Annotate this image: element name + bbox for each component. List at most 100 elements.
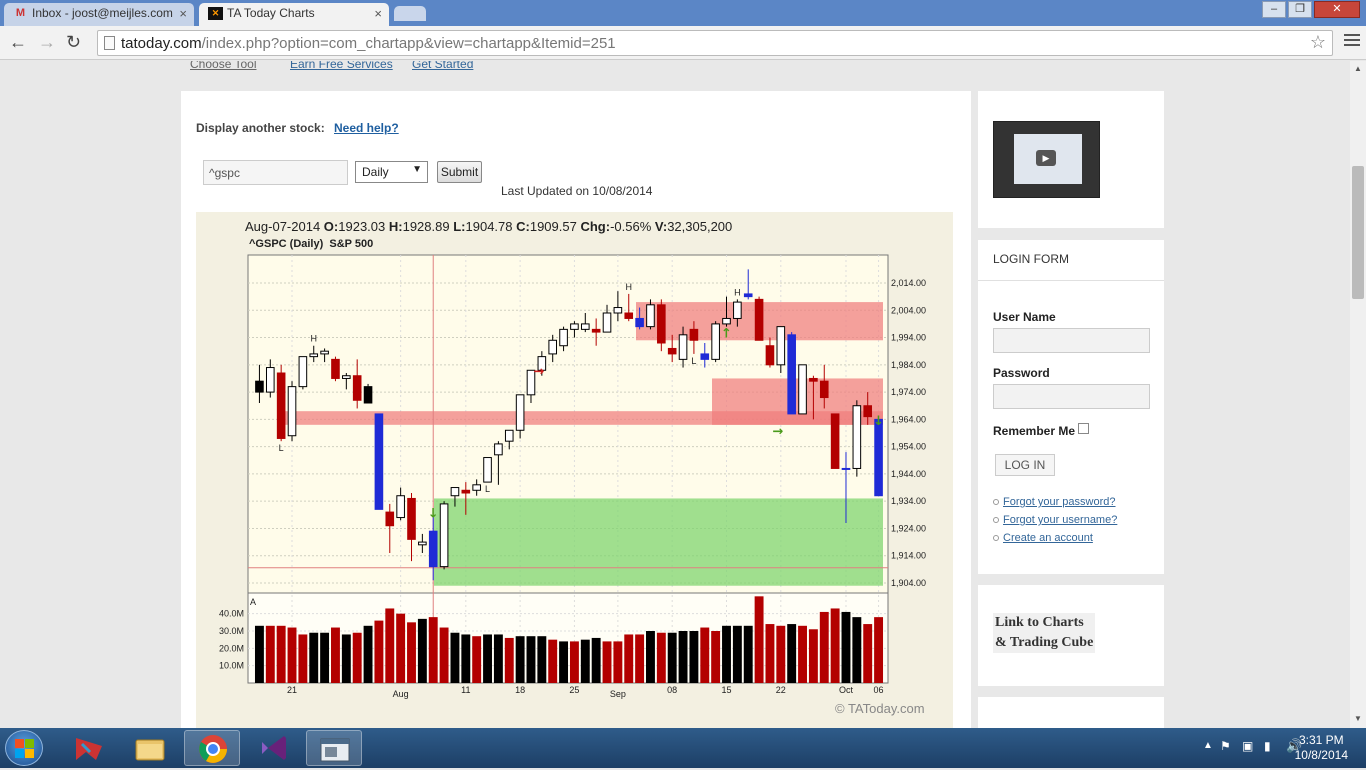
username-field[interactable] [993, 328, 1150, 353]
visual-studio-icon[interactable] [246, 730, 302, 766]
volume-bar [439, 627, 449, 683]
volume-bar [472, 636, 482, 683]
x-tick-label: 08 [667, 685, 677, 695]
app-window-icon[interactable] [306, 730, 362, 766]
high-low-marker: H [625, 282, 632, 292]
volume-bar [852, 617, 862, 683]
create-account-link[interactable]: Create an account [993, 532, 1093, 544]
forgot-username-link[interactable]: Forgot your username? [993, 514, 1117, 526]
volume-bar [580, 639, 590, 683]
green-zone [434, 498, 883, 586]
maximize-button[interactable]: ❐ [1288, 1, 1312, 18]
candle-body [320, 350, 329, 355]
x-tick-label: 25 [569, 685, 579, 695]
volume-bar [830, 608, 840, 683]
high-low-marker: L [485, 484, 490, 494]
page-viewport: Choose Tool Earn Free Services Get Start… [0, 61, 1350, 728]
candle-body [722, 317, 731, 325]
minimize-button[interactable]: – [1262, 1, 1286, 18]
candle-body [830, 413, 840, 469]
candle-body [537, 356, 547, 371]
back-arrow-icon[interactable]: ← [9, 32, 27, 52]
taskbar-app-icon[interactable] [62, 730, 118, 766]
period-value: Daily [362, 165, 389, 179]
volume-bar [341, 634, 351, 683]
candle-body [526, 369, 536, 396]
volume-bar [493, 634, 503, 683]
volume-icon[interactable]: 🔊 [1286, 738, 1303, 753]
volume-bar [287, 627, 297, 683]
address-bar[interactable]: tatoday.com/index.php?option=com_chartap… [97, 30, 1333, 56]
nav-get-started[interactable]: Get Started [412, 61, 474, 71]
device-icon[interactable]: ▣ [1242, 739, 1254, 753]
scroll-thumb[interactable] [1352, 166, 1364, 299]
action-center-icon[interactable]: ⚑ [1220, 739, 1231, 753]
volume-bar [732, 625, 742, 683]
chart-canvas[interactable]: 2,014.00 2,004.00 1,994.00 1,984.00 1,974.00… [196, 212, 953, 728]
close-tab-icon[interactable]: × [374, 6, 382, 21]
symbol-input[interactable] [203, 160, 348, 185]
need-help-link[interactable]: Need help? [334, 121, 399, 135]
scroll-down-icon[interactable]: ▼ [1354, 714, 1362, 723]
close-tab-icon[interactable]: × [179, 6, 187, 21]
candle-body [494, 443, 503, 456]
network-icon[interactable]: ▮ [1264, 739, 1271, 753]
candle-body [461, 489, 471, 494]
candle-body [591, 328, 601, 333]
remember-me-checkbox[interactable] [1078, 423, 1089, 434]
forgot-password-link[interactable]: Forgot your password? [993, 496, 1116, 508]
bookmark-star-icon[interactable]: ☆ [1309, 32, 1326, 52]
volume-pane-marker: A [250, 597, 256, 607]
price-tick-label: 1,974.00 [891, 387, 926, 397]
signal-arrow-icon: ↑ [721, 327, 732, 342]
price-tick-label: 1,904.00 [891, 578, 926, 588]
volume-bar [548, 639, 558, 683]
price-tick-label: 1,984.00 [891, 360, 926, 370]
volume-bar [776, 625, 786, 683]
volume-bar [483, 634, 492, 683]
candle-body [396, 495, 405, 519]
nav-earn-free-services[interactable]: Earn Free Services [290, 61, 393, 71]
candle-body [418, 541, 427, 546]
login-button[interactable]: LOG IN [995, 454, 1055, 476]
new-tab-button[interactable] [394, 6, 426, 21]
candle-body [635, 317, 644, 328]
start-button[interactable] [5, 730, 43, 766]
candle-body [363, 386, 373, 404]
login-title: LOGIN FORM [993, 252, 1070, 266]
candle-body [374, 413, 384, 510]
explorer-icon[interactable] [122, 730, 178, 766]
tab-inbox[interactable]: M Inbox - joost@meijles.com × [4, 3, 194, 26]
chrome-menu-icon[interactable] [1344, 34, 1360, 49]
page-scrollbar[interactable]: ▲ ▼ [1350, 61, 1366, 728]
nav-choose-tool[interactable]: Choose Tool [190, 61, 257, 71]
charts-trading-cube-link[interactable]: Link to Charts & Trading Cube [993, 613, 1096, 653]
play-icon[interactable]: ▶ [1036, 150, 1056, 166]
tab-ta-today[interactable]: ✕ TA Today Charts × [199, 3, 389, 26]
candle-body [711, 323, 720, 360]
candle-body [689, 328, 699, 341]
volume-bar [656, 632, 666, 683]
candle-body [602, 312, 612, 333]
chrome-icon[interactable] [184, 730, 240, 766]
forward-arrow-icon[interactable]: → [38, 32, 56, 52]
signal-arrow-icon: → [772, 425, 783, 440]
divider [978, 280, 1164, 281]
volume-bar [352, 632, 362, 683]
tray-expand-icon[interactable]: ▲ [1203, 740, 1213, 751]
scroll-up-icon[interactable]: ▲ [1354, 64, 1362, 73]
main-content: Display another stock: Need help? Daily … [181, 91, 971, 728]
price-tick-label: 1,954.00 [891, 442, 926, 452]
submit-button[interactable]: Submit [437, 161, 482, 183]
x-tick-label: Oct [839, 685, 854, 695]
video-thumbnail[interactable]: ▶ [993, 121, 1100, 198]
period-select[interactable]: Daily ▼ [355, 161, 428, 183]
windows-taskbar: ▲ ⚑ ▣ ▮ 🔊 3:31 PM 10/8/2014 [0, 728, 1366, 768]
volume-bar [374, 620, 384, 683]
password-field[interactable] [993, 384, 1150, 409]
close-window-button[interactable]: ✕ [1314, 1, 1360, 18]
candle-body [385, 511, 395, 527]
price-tick-label: 1,924.00 [891, 523, 926, 533]
reload-icon[interactable]: ↻ [66, 32, 82, 52]
clock[interactable]: 3:31 PM 10/8/2014 [1295, 733, 1348, 763]
